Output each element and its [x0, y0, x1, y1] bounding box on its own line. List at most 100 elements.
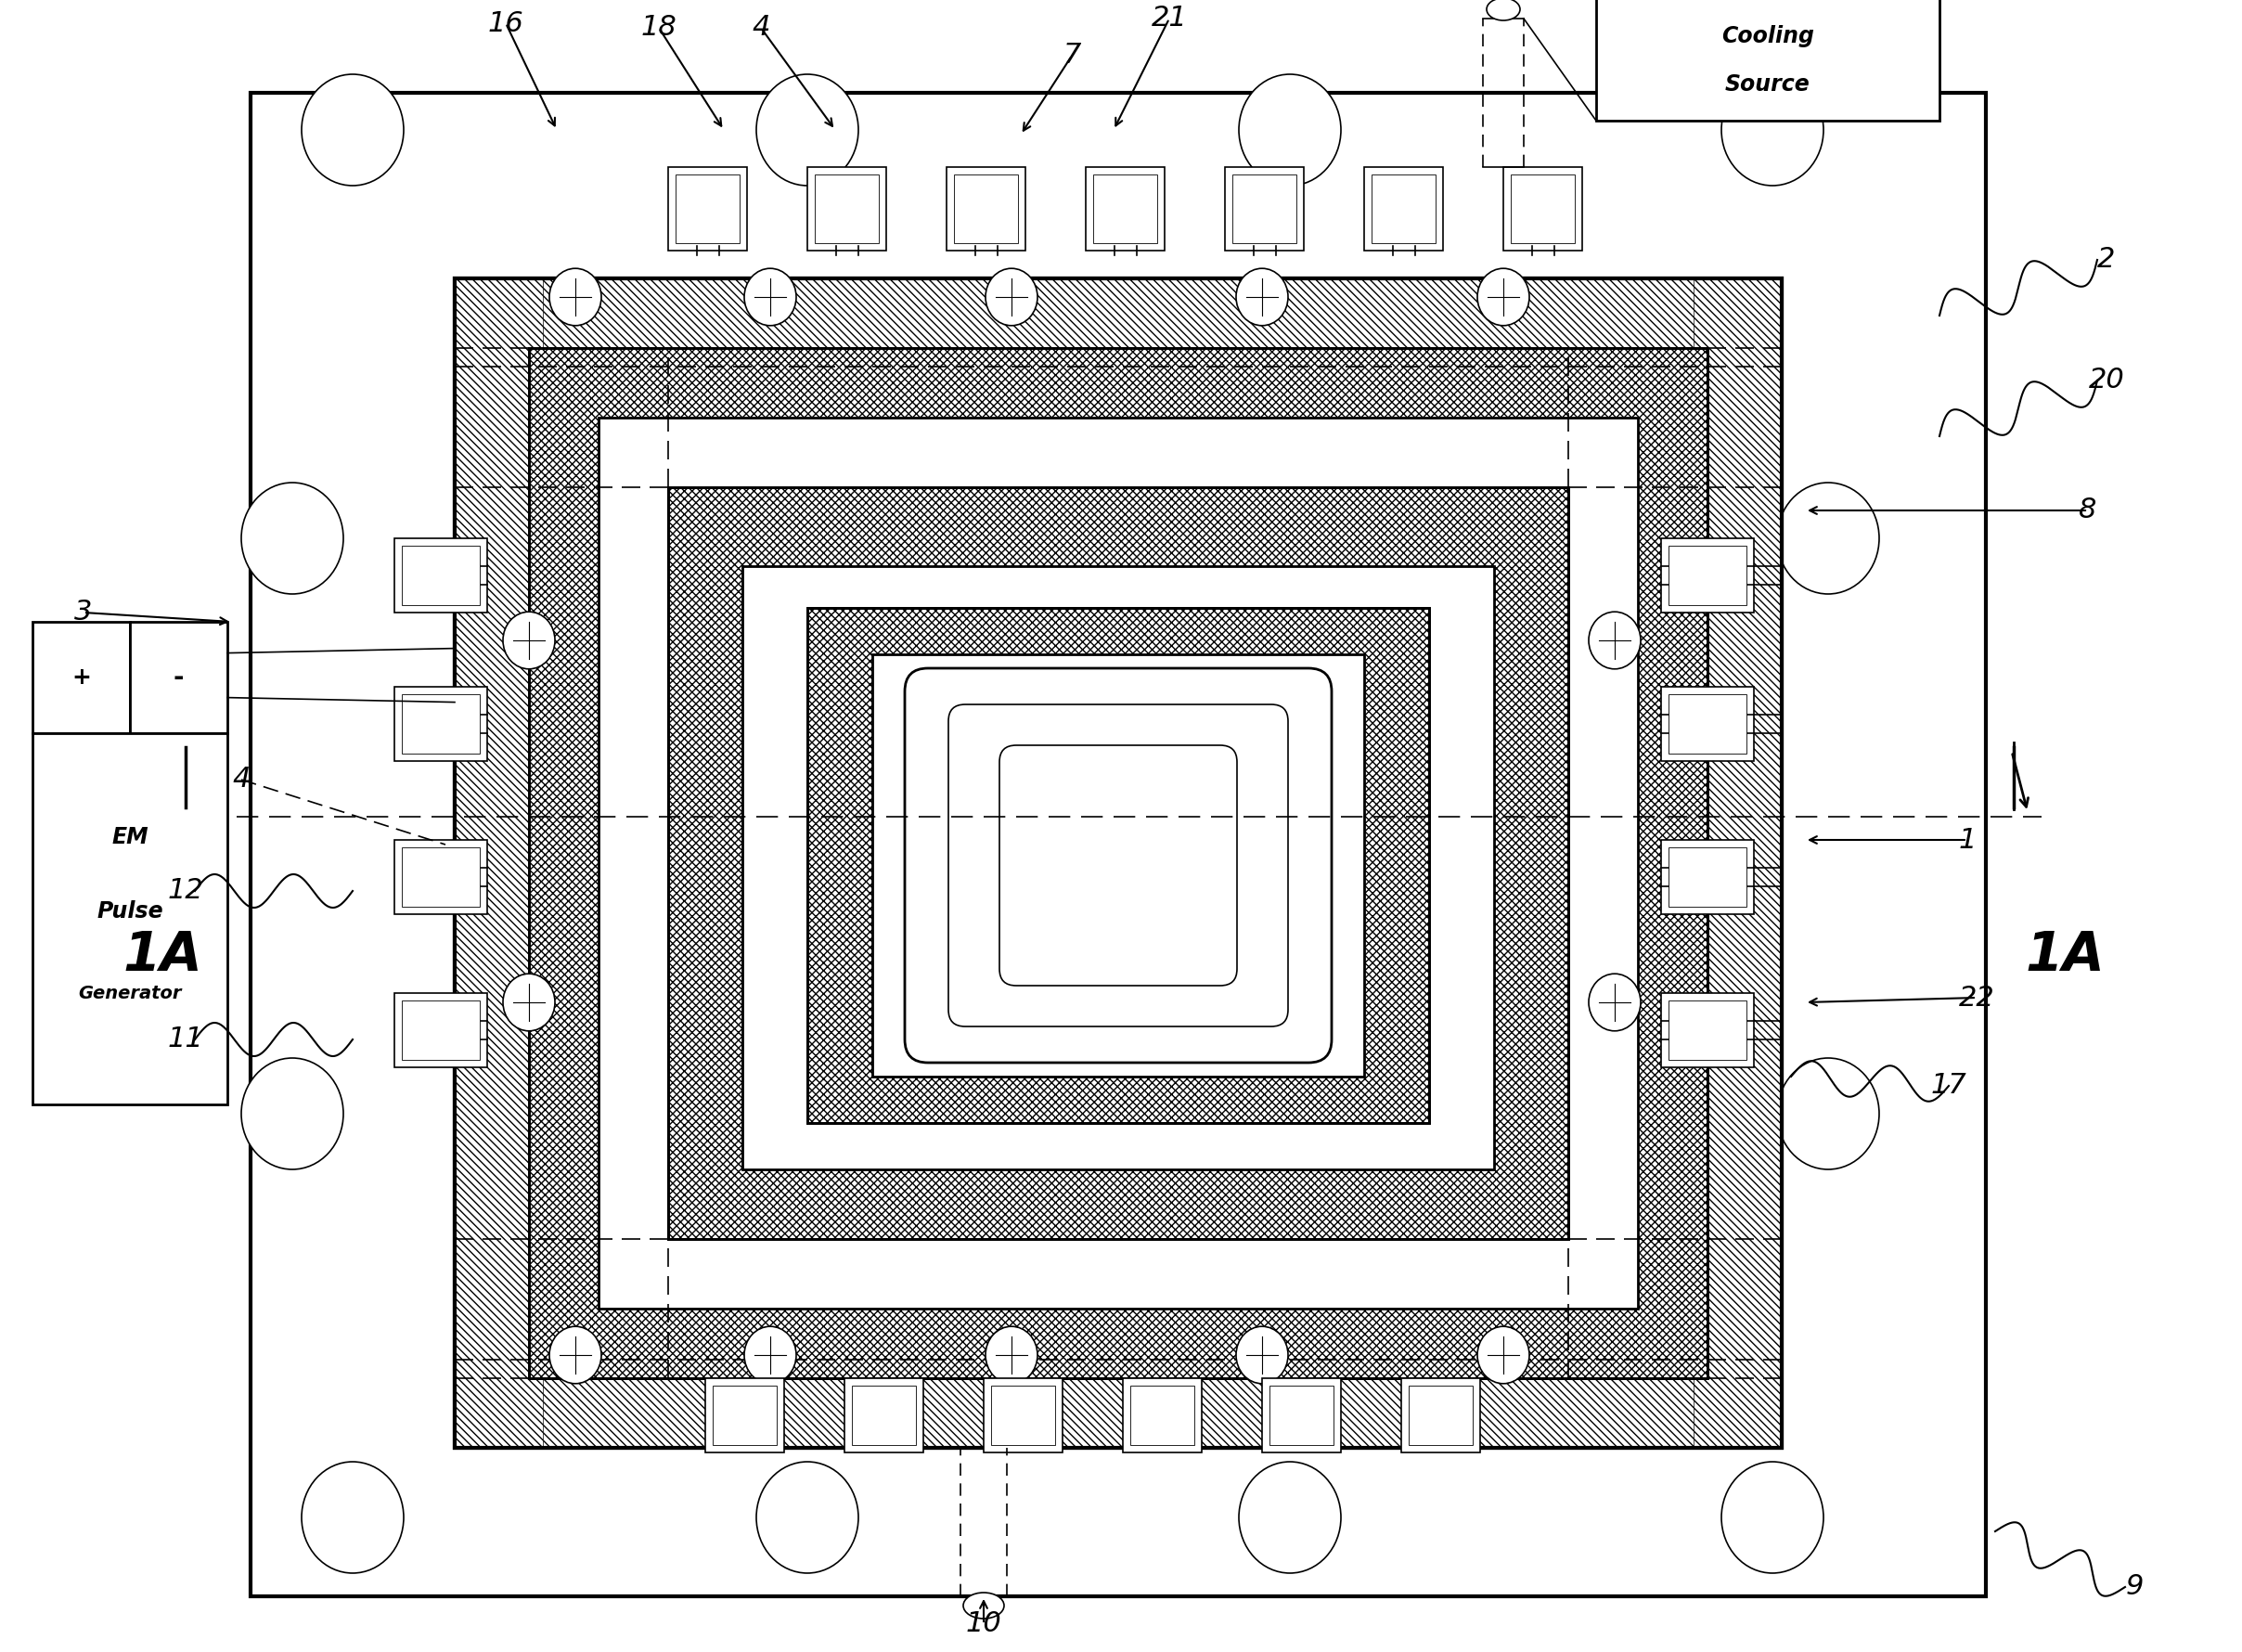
Text: 21: 21 [1152, 5, 1188, 31]
Bar [807, 608, 1428, 1123]
Bar [529, 349, 1708, 1378]
Bar [1661, 993, 1753, 1067]
Text: 11: 11 [168, 1026, 204, 1052]
Ellipse shape [303, 74, 404, 185]
Bar [675, 175, 740, 243]
Bar [1661, 539, 1753, 613]
Bar [130, 621, 226, 733]
Text: Pulse: Pulse [96, 900, 164, 922]
Bar [713, 1386, 776, 1446]
Bar [1596, 0, 1939, 121]
Text: -: - [173, 664, 184, 691]
Bar [455, 279, 1782, 367]
Ellipse shape [1722, 74, 1823, 185]
Bar [1224, 167, 1305, 251]
Bar [984, 1378, 1063, 1452]
Bar [742, 567, 1493, 1170]
Ellipse shape [1722, 1462, 1823, 1573]
Bar [401, 847, 480, 907]
Bar [1233, 175, 1296, 243]
Bar [401, 1001, 480, 1061]
Text: 8: 8 [2078, 497, 2096, 524]
Bar [455, 279, 543, 1447]
Text: 22: 22 [1960, 985, 1995, 1011]
Ellipse shape [756, 74, 859, 185]
Ellipse shape [1235, 1327, 1289, 1384]
Ellipse shape [549, 268, 601, 325]
Bar [1401, 1378, 1480, 1452]
Bar [953, 175, 1018, 243]
Ellipse shape [303, 1462, 404, 1573]
Text: 7: 7 [1063, 43, 1081, 69]
Text: 3: 3 [74, 600, 92, 626]
Text: 20: 20 [2090, 367, 2125, 393]
Ellipse shape [756, 1462, 859, 1573]
Bar [1262, 1378, 1341, 1452]
Bar [1511, 175, 1574, 243]
Text: +: + [72, 666, 92, 689]
Bar [814, 175, 879, 243]
Bar [455, 279, 1782, 1447]
Bar [401, 694, 480, 753]
Ellipse shape [502, 611, 556, 669]
Ellipse shape [744, 268, 796, 325]
Text: Source: Source [1726, 73, 1809, 96]
Bar [1504, 167, 1583, 251]
Bar [395, 687, 487, 762]
Bar [1363, 167, 1444, 251]
Bar [807, 167, 886, 251]
Bar [1408, 1386, 1473, 1446]
Text: 4: 4 [233, 767, 251, 793]
Bar [1372, 175, 1435, 243]
Bar [395, 839, 487, 914]
Bar [1668, 694, 1747, 753]
Bar [668, 167, 747, 251]
Ellipse shape [1235, 268, 1289, 325]
Text: 4: 4 [751, 15, 769, 41]
Bar [31, 621, 130, 733]
Bar [251, 93, 1986, 1596]
Bar [852, 1386, 917, 1446]
Bar [529, 349, 1708, 1378]
Text: 17: 17 [1930, 1072, 1966, 1099]
Ellipse shape [502, 973, 556, 1031]
Ellipse shape [1477, 1327, 1529, 1384]
Ellipse shape [1778, 1057, 1879, 1170]
Bar [395, 539, 487, 613]
Ellipse shape [986, 268, 1038, 325]
Text: 9: 9 [2125, 1574, 2143, 1601]
Ellipse shape [1240, 1462, 1341, 1573]
Text: 1: 1 [1957, 826, 1975, 854]
Text: 10: 10 [966, 1611, 1002, 1637]
Ellipse shape [1778, 482, 1879, 595]
Bar [946, 167, 1025, 251]
Bar [455, 1360, 1782, 1447]
Bar [845, 1378, 924, 1452]
Bar [706, 1378, 785, 1452]
FancyBboxPatch shape [906, 667, 1332, 1062]
Bar [1269, 1386, 1334, 1446]
Text: 16: 16 [489, 10, 525, 36]
Bar [1661, 687, 1753, 762]
Ellipse shape [1590, 611, 1641, 669]
Ellipse shape [1486, 0, 1520, 20]
Ellipse shape [986, 1327, 1038, 1384]
Ellipse shape [549, 1327, 601, 1384]
Ellipse shape [964, 1593, 1004, 1619]
Text: 2: 2 [2099, 246, 2116, 273]
Text: 1A: 1A [2025, 930, 2105, 983]
Bar [807, 608, 1428, 1123]
Ellipse shape [1240, 74, 1341, 185]
Ellipse shape [242, 482, 343, 595]
Ellipse shape [1590, 973, 1641, 1031]
Bar [401, 545, 480, 605]
Bar [872, 654, 1363, 1077]
Text: 1A: 1A [123, 930, 202, 983]
Bar [1668, 1001, 1747, 1061]
Bar [991, 1386, 1056, 1446]
Bar [668, 487, 1569, 1239]
Ellipse shape [744, 1327, 796, 1384]
Bar [31, 733, 226, 1105]
Bar [599, 418, 1639, 1308]
Bar [1123, 1378, 1202, 1452]
